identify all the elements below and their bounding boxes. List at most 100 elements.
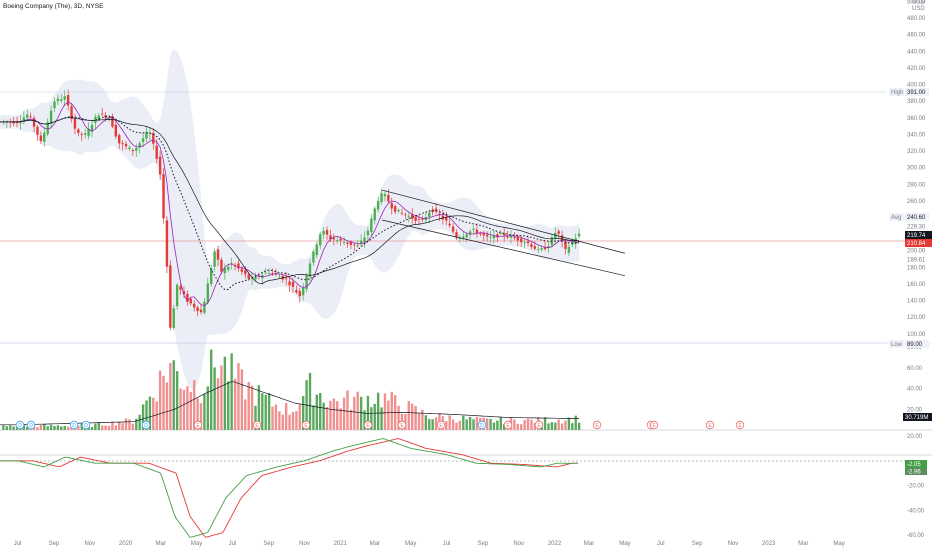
volume-bar xyxy=(39,425,43,430)
ma-slow-line xyxy=(0,117,580,284)
candle-body xyxy=(179,286,182,290)
time-tick-label: Jul xyxy=(443,541,451,547)
candle-body xyxy=(441,215,445,220)
candle-body xyxy=(189,298,192,304)
event-marker-label: E xyxy=(708,423,712,429)
macd-signal-line xyxy=(0,438,578,538)
volume-bar xyxy=(267,393,271,430)
low-value: 89.00 xyxy=(907,342,923,348)
avg-tag: Avg 240.60 xyxy=(889,213,929,221)
candle-body xyxy=(206,283,209,303)
event-marker-dividend: D xyxy=(141,420,151,430)
price-tick-label: 140.00 xyxy=(907,299,926,305)
time-tick-label: Mar xyxy=(798,541,808,547)
macd-tick-label: -40.00 xyxy=(907,508,925,514)
volume-bar xyxy=(458,420,462,430)
macd-line xyxy=(0,438,578,538)
event-marker-label: E xyxy=(400,423,404,429)
candle-body xyxy=(468,231,472,235)
candle-body xyxy=(101,113,104,115)
candle-body xyxy=(131,150,135,152)
candle-body xyxy=(107,117,111,119)
price-tick-label: 360.00 xyxy=(907,116,926,122)
candle-body xyxy=(513,237,516,239)
candle-body xyxy=(158,156,162,175)
time-tick-label: Nov xyxy=(513,541,524,547)
volume-bar xyxy=(141,404,145,430)
volume-bar xyxy=(216,378,220,430)
candle-body xyxy=(162,174,165,219)
candle-body xyxy=(492,235,496,239)
event-marker-earnings: E xyxy=(503,420,513,430)
candle-body xyxy=(291,281,295,287)
price-tick-label: 460.00 xyxy=(907,33,926,39)
candle-body xyxy=(376,201,380,210)
candle-body xyxy=(434,208,438,212)
event-marker-earnings: E xyxy=(301,420,311,430)
candle-body xyxy=(213,251,216,267)
macd-tick-label: -20.00 xyxy=(907,484,925,490)
candle-body xyxy=(70,106,73,119)
volume-bar xyxy=(448,415,451,430)
candle-body xyxy=(353,244,356,246)
price-tick-label: 120.00 xyxy=(907,315,926,321)
event-marker-label: E xyxy=(506,423,510,429)
volume-bar xyxy=(417,413,421,430)
candle-body xyxy=(155,145,158,159)
volume-bar xyxy=(138,414,141,430)
volume-bar xyxy=(356,391,359,430)
volume-bar xyxy=(366,395,370,430)
avg-label: Avg xyxy=(891,215,901,221)
candle-body xyxy=(485,234,489,237)
time-tick-label: 2020 xyxy=(119,541,133,547)
candle-body xyxy=(577,233,581,237)
volume-bar xyxy=(131,423,135,430)
time-tick-label: Nov xyxy=(84,541,95,547)
volume-bar xyxy=(530,419,533,430)
candle-body xyxy=(165,220,169,267)
volume-bar xyxy=(230,353,233,430)
candle-body xyxy=(315,244,319,256)
volume-bar xyxy=(376,392,380,430)
candle-body xyxy=(77,129,80,133)
volume-bar xyxy=(261,393,264,430)
volume-tick-label: 60.00 xyxy=(907,366,923,372)
volume-bar xyxy=(148,396,152,430)
volume-bar xyxy=(169,363,172,430)
time-tick-label: Jul xyxy=(229,541,237,547)
time-tick-label: May xyxy=(405,541,416,547)
candle-body xyxy=(39,135,43,141)
price-tick-label: 420.00 xyxy=(907,66,926,72)
volume-bar xyxy=(165,382,169,430)
candle-body xyxy=(53,101,56,109)
volume-bar xyxy=(571,423,574,430)
volume-bar xyxy=(411,403,414,430)
candle-body xyxy=(312,251,315,263)
volume-bar xyxy=(526,418,530,430)
volume-tick-label: 20.00 xyxy=(907,407,923,413)
currency-label: USD xyxy=(912,0,925,6)
volume-tick-label: 40.00 xyxy=(907,387,923,393)
candle-body xyxy=(458,238,462,239)
volume-bar xyxy=(312,405,315,430)
candle-body xyxy=(342,242,346,244)
candle-body xyxy=(135,148,138,151)
candle-body xyxy=(298,291,301,297)
event-marker-earnings: E xyxy=(705,420,715,430)
volume-bar xyxy=(97,422,100,430)
candle-body xyxy=(182,291,186,295)
candle-body xyxy=(254,276,257,280)
time-tick-label: 2023 xyxy=(762,541,776,547)
volume-bar xyxy=(101,425,104,430)
volume-bar xyxy=(250,385,254,430)
candle-body xyxy=(397,210,400,212)
volume-bar xyxy=(77,425,80,430)
volume-bar xyxy=(373,403,376,430)
event-marker-dividend: D xyxy=(15,420,25,430)
candle-body xyxy=(49,110,53,124)
event-marker-label: D xyxy=(29,423,33,429)
time-tick-label: May xyxy=(833,541,844,547)
volume-bar xyxy=(199,403,203,430)
macd-tag: -2.05 -2.96 xyxy=(905,460,927,476)
